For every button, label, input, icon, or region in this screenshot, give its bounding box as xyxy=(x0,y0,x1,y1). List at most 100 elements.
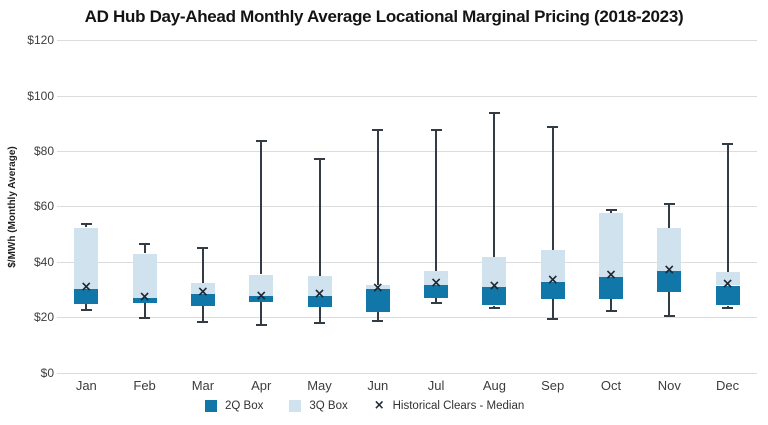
whisker-cap-bottom xyxy=(430,302,442,305)
2q-box-Jul xyxy=(424,285,449,298)
gridline-80 xyxy=(57,151,757,153)
whisker-cap-top xyxy=(139,243,151,246)
3q-box-Sep xyxy=(540,250,565,283)
3q-box-Jun xyxy=(365,284,390,290)
gridline-60 xyxy=(57,206,757,208)
2q-box-Jan xyxy=(74,288,99,304)
legend-label-3q-box: 3Q Box xyxy=(309,400,348,412)
whisker-cap-bottom xyxy=(722,307,734,309)
legend-item-3q-box: 3Q Box xyxy=(289,400,348,412)
whisker-cap-bottom xyxy=(197,321,209,324)
whisker-lower xyxy=(201,306,204,323)
2q-box-swatch-icon xyxy=(205,400,217,412)
whisker-cap-bottom xyxy=(139,316,151,319)
whisker-lower xyxy=(493,305,496,309)
y-tick-label-120: $120 xyxy=(27,33,54,48)
whisker-lower xyxy=(610,299,612,311)
x-axis-label-Jul: Jul xyxy=(427,378,445,393)
x-axis-label-May: May xyxy=(307,378,332,393)
3q-box-Apr xyxy=(249,274,274,297)
whisker-lower xyxy=(376,312,379,321)
3q-box-Feb xyxy=(132,253,157,299)
y-tick-label-60: $60 xyxy=(33,199,54,214)
median-x-marker-Apr: × xyxy=(255,287,268,304)
whisker-cap-bottom xyxy=(547,317,559,320)
whisker-cap-top xyxy=(663,203,675,206)
y-tick-label-80: $80 xyxy=(33,144,54,159)
whisker-cap-top xyxy=(80,223,92,226)
whisker-upper xyxy=(376,130,379,285)
legend-label-historical-clears: Historical Clears - Median xyxy=(392,400,525,412)
2q-box-Aug xyxy=(482,287,507,306)
whisker-upper xyxy=(85,224,88,228)
gridline-0 xyxy=(57,372,757,374)
y-tick-label-0: $0 xyxy=(40,365,54,380)
median-x-marker-May: × xyxy=(313,286,326,303)
whisker-upper xyxy=(668,204,671,228)
whisker-cap-bottom xyxy=(314,321,325,324)
3q-box-Jul xyxy=(424,271,449,286)
whisker-cap-top xyxy=(488,111,500,114)
2q-box-Dec xyxy=(715,285,740,306)
x-axis-label-Jan: Jan xyxy=(75,378,97,393)
2q-box-May xyxy=(307,296,332,308)
whisker-cap-top xyxy=(255,140,267,143)
gridline-100 xyxy=(57,95,757,97)
median-x-marker-Nov: × xyxy=(663,261,676,278)
median-x-marker-Mar: × xyxy=(197,283,209,300)
whisker-cap-bottom xyxy=(488,307,500,310)
whisker-upper xyxy=(318,158,321,277)
whisker-upper xyxy=(551,127,554,251)
y-tick-label-100: $100 xyxy=(27,88,54,103)
median-x-marker-Jan: × xyxy=(80,279,93,296)
gridline-120 xyxy=(57,40,757,42)
x-axis-label-Aug: Aug xyxy=(482,378,506,393)
whisker-lower xyxy=(318,307,321,323)
whisker-lower xyxy=(668,292,671,316)
x-axis-label-Jun: Jun xyxy=(367,378,389,393)
3q-box-Jan xyxy=(74,227,99,289)
median-x-marker-Feb: × xyxy=(138,289,151,306)
whisker-upper xyxy=(143,244,146,254)
3q-box-Dec xyxy=(715,271,740,286)
2q-box-Jun xyxy=(365,289,390,313)
whisker-cap-top xyxy=(314,157,325,160)
whisker-lower xyxy=(435,297,438,304)
x-axis-label-Apr: Apr xyxy=(251,378,272,393)
chart-title: AD Hub Day-Ahead Monthly Average Locatio… xyxy=(84,7,684,26)
x-axis-label-Oct: Oct xyxy=(600,378,622,393)
whisker-lower xyxy=(85,303,88,311)
x-axis-label-Sep: Sep xyxy=(541,378,565,393)
whisker-cap-bottom xyxy=(663,314,675,317)
gridline-20 xyxy=(57,317,757,319)
legend-item-2q-box: 2Q Box xyxy=(205,400,263,412)
whisker-lower xyxy=(551,298,554,319)
2q-box-Feb xyxy=(132,298,157,303)
median-x-marker-Dec: × xyxy=(721,275,734,292)
whisker-cap-top xyxy=(372,129,384,132)
median-x-marker-Jul: × xyxy=(430,275,442,292)
x-marker-icon: × xyxy=(373,398,385,413)
2q-box-Oct xyxy=(599,277,623,300)
3q-box-May xyxy=(307,276,332,297)
whisker-cap-top xyxy=(547,126,559,128)
median-x-marker-Jun: × xyxy=(371,279,384,296)
3q-box-Aug xyxy=(482,256,507,288)
x-axis-label-Feb: Feb xyxy=(133,378,156,393)
whisker-upper xyxy=(260,141,263,275)
3q-box-swatch-icon xyxy=(289,400,302,412)
whisker-upper xyxy=(726,144,729,272)
3q-box-Mar xyxy=(190,283,215,295)
whisker-cap-bottom xyxy=(255,324,267,327)
gridline-40 xyxy=(57,261,757,263)
x-axis-label-Nov: Nov xyxy=(657,378,681,393)
whisker-cap-top xyxy=(722,143,734,146)
2q-box-Sep xyxy=(540,282,565,299)
whisker-cap-bottom xyxy=(605,310,617,313)
y-tick-label-40: $40 xyxy=(33,254,54,269)
2q-box-Mar xyxy=(190,294,215,306)
2q-box-Apr xyxy=(249,296,274,303)
3q-box-Oct xyxy=(599,212,623,278)
y-tick-label-20: $20 xyxy=(33,310,54,325)
